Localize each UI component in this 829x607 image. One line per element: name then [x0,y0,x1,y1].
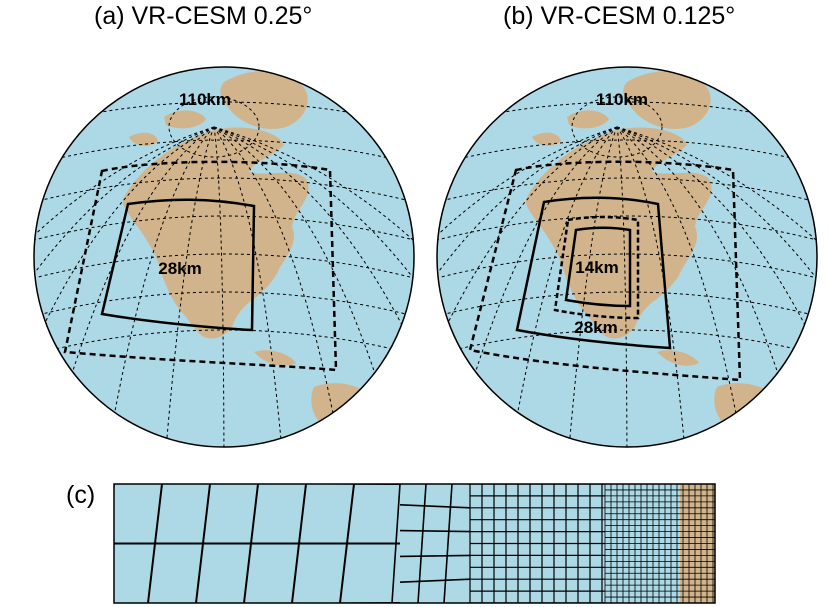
graticule-a [0,0,484,447]
parallel-line [34,101,414,148]
label-110km-b: 110km [596,90,648,109]
inner-transition-box-b [553,215,640,320]
parallel-line [34,139,414,186]
parallel-line [437,253,817,300]
outer-transition-box-b [468,160,742,382]
mesh-lines [114,484,715,603]
meridian-line [213,126,349,447]
mesh-col-line [147,484,163,603]
parallel-line [437,329,817,376]
mesh-col-line [291,484,307,603]
mesh-col-line [443,484,453,603]
globe-a: 110km 28km [0,0,484,448]
parallel-line [34,215,414,262]
parallel-line [0,0,484,33]
meridian-line [616,126,817,447]
meridian-line [616,126,690,447]
globe-b: 110km 14km 28km [367,0,829,448]
mesh-border [113,483,716,604]
mesh-row-line [399,554,471,558]
meridian-line [213,126,414,447]
meridian-line [616,126,817,447]
parallel-line [437,101,817,148]
mesh-col-line [195,484,211,603]
mesh-row-line [399,504,471,509]
parallel-line [437,139,817,186]
panel-a-title: (a) VR-CESM 0.25° [94,2,313,30]
globe-b-border [436,66,818,448]
mesh-col-line [243,484,259,603]
panel-c-title: (c) [66,481,96,509]
meridian-line [213,126,225,447]
globe-a-border [33,66,415,448]
mesh-col-line [114,484,115,493]
polar-circle [168,96,260,158]
parallel-line [34,177,414,224]
mesh-col-line [391,484,401,603]
mesh-strip-c [113,483,716,604]
label-110km-a: 110km [179,90,231,109]
label-28km-a: 28km [158,259,201,278]
meridian-line [213,126,414,447]
mesh-row-line [399,529,471,533]
mid-region-box-b [515,196,672,350]
parallel-line [437,177,817,224]
label-28km-b: 28km [574,318,617,337]
parallel-line [34,67,414,72]
meridian-line [437,126,618,447]
parallel-line [34,253,414,300]
meridian-line [161,126,215,447]
panel-b-title: (b) VR-CESM 0.125° [503,2,736,30]
meridian-line [213,126,414,447]
refined-region-box-a [100,198,256,332]
parallel-line [367,0,829,33]
parallel-line [437,67,817,72]
polar-circle [571,96,663,158]
outer-transition-box-a [63,160,338,372]
meridian-line [616,126,817,447]
mesh-col-line [339,484,355,603]
label-14km-b: 14km [575,258,618,277]
mesh-col-line [417,484,427,603]
refined-region-box-b [564,226,632,308]
meridian-line [34,126,215,447]
meridian-line [616,126,628,447]
meridian-line [564,126,618,447]
parallel-line [34,329,414,376]
parallel-line [34,291,414,338]
mesh-row-line [399,578,471,583]
meridian-line [34,126,215,447]
parallel-line [437,291,817,338]
meridian-line [437,126,618,447]
meridian-line [213,126,287,447]
parallel-line [437,215,817,262]
meridian-line [616,126,752,447]
